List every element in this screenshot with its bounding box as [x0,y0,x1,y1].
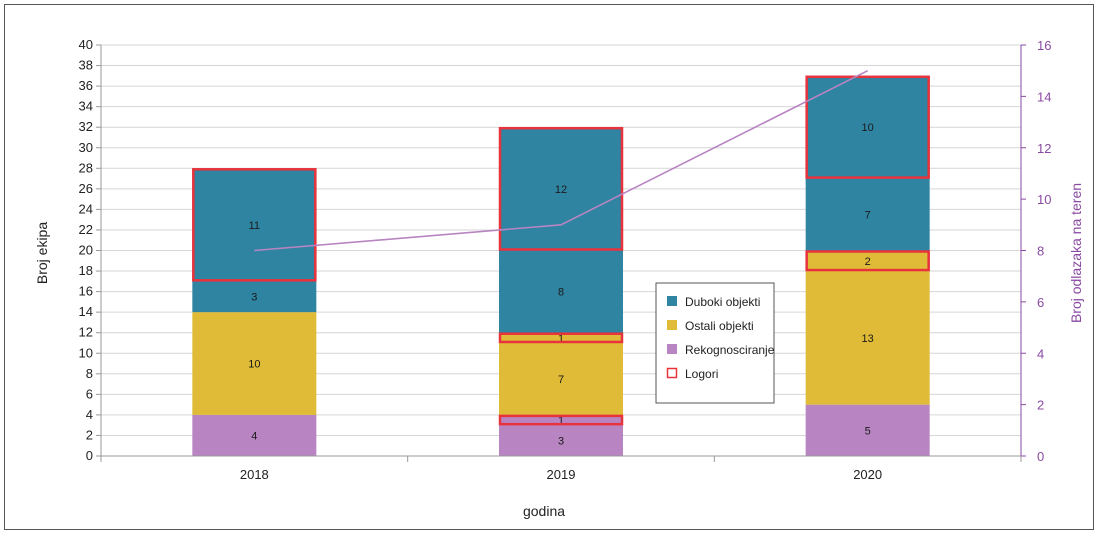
y-tick-label: 38 [79,58,93,73]
bar-segment-label: 8 [558,287,564,299]
bar-segment-label: 5 [865,425,871,437]
y-tick-label: 14 [79,304,93,319]
legend-label: Duboki objekti [685,295,760,309]
bar-segment [499,127,623,251]
legend-label: Ostali objekti [685,319,754,333]
axes: 0246810121416182022242628303234363840024… [79,37,1052,482]
chart-frame: 4 10 3 11 3 1 7 1 8 12 5 13 2 7 10 0 2 4 6 8 10 12 14 16 18 20 22… [4,4,1094,530]
y2-tick-label: 6 [1037,295,1044,310]
x-tick-label: 2018 [240,467,269,482]
y-tick-label: 36 [79,78,93,93]
bar-segment-label: 7 [558,374,564,386]
bar-segment [499,414,623,426]
bar-segment [805,178,930,251]
y-tick-label: 4 [86,407,93,422]
y-tick-label: 40 [79,37,93,52]
bar-segment-label: 12 [555,184,567,196]
y-axis-title: Broj ekipa [34,222,50,284]
bar-segment [192,168,317,282]
y-tick-label: 2 [86,427,93,442]
y2-tick-label: 2 [1037,398,1044,413]
bar-segment-label: 1 [558,415,564,427]
legend-swatch [667,320,677,330]
y2-tick-label: 16 [1037,38,1051,53]
legend-label: Rekognosciranje [685,343,775,357]
y2-tick-label: 0 [1037,449,1044,464]
bars: 4 10 3 11 3 1 7 1 8 12 5 13 2 7 10 [192,75,930,456]
y2-tick-label: 14 [1037,89,1051,104]
bar-segment [805,250,930,272]
y-tick-label: 10 [79,345,93,360]
bar-segment-label: 1 [558,333,564,345]
y-tick-label: 0 [86,448,93,463]
bar-segment-label: 10 [248,359,260,371]
y-tick-label: 12 [79,325,93,340]
bar-segment-label: 2 [865,256,871,268]
bar-segment-label: 13 [862,333,874,345]
y-tick-label: 8 [86,366,93,381]
bar-segment-label: 3 [558,436,564,448]
y2-tick-label: 8 [1037,244,1044,259]
bar-segment [192,312,317,415]
y2-tick-label: 4 [1037,346,1044,361]
x-axis-title: godina [523,503,565,519]
legend: Duboki objekti Ostali objekti Rekognoscira… [655,282,775,404]
bar-segment-label: 10 [862,122,874,134]
logori-outline [498,414,624,426]
bar-segment [499,250,623,333]
bar-segment [499,342,623,415]
legend-label: Logori [685,367,718,381]
y-tick-label: 32 [79,119,93,134]
x-tick-label: 2019 [547,467,576,482]
legend-swatch [666,367,678,379]
y-tick-label: 20 [79,243,93,258]
y-tick-label: 24 [79,201,93,216]
y-tick-label: 26 [79,181,93,196]
logori-outline [805,75,930,179]
y-tick-label: 34 [79,99,93,114]
bar-segment-label: 7 [865,210,871,222]
x-tick-label: 2020 [853,467,882,482]
logori-outline [498,332,624,344]
legend-swatch [667,344,677,354]
y-tick-label: 30 [79,140,93,155]
bar-segment-label: 3 [251,292,257,304]
y2-tick-label: 12 [1037,141,1051,156]
legend-swatch [667,296,677,306]
bar-segment [805,75,930,179]
logori-outline [805,250,930,272]
bar-segment [499,332,623,343]
y-tick-label: 28 [79,160,93,175]
y-tick-label: 18 [79,263,93,278]
bar-segment [499,425,623,456]
bar-segment-label: 11 [249,220,260,232]
logori-outline [498,126,624,251]
y2-tick-label: 10 [1037,192,1051,207]
bar-segment-label: 4 [251,430,257,442]
bar-segment [805,271,930,405]
bar-segment [805,404,930,456]
logori-outline [192,168,317,282]
y-tick-label: 22 [79,222,93,237]
y2-axis-title: Broj odlazaka na teren [1068,183,1084,323]
trips-line [254,69,869,252]
y-tick-label: 6 [86,386,93,401]
bar-segment [192,414,317,456]
bar-segment [192,281,317,313]
y-tick-label: 16 [79,284,93,299]
